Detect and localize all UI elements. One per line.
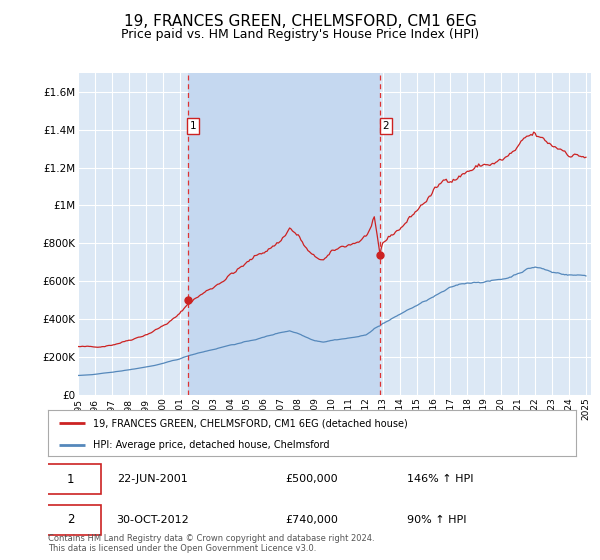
Bar	[188, 73, 380, 395]
Text: 19, FRANCES GREEN, CHELMSFORD, CM1 6EG: 19, FRANCES GREEN, CHELMSFORD, CM1 6EG	[124, 14, 476, 29]
Text: Price paid vs. HM Land Registry's House Price Index (HPI): Price paid vs. HM Land Registry's House …	[121, 28, 479, 41]
Text: 30-OCT-2012: 30-OCT-2012	[116, 515, 190, 525]
Text: £500,000: £500,000	[286, 474, 338, 484]
Text: 146% ↑ HPI: 146% ↑ HPI	[407, 474, 473, 484]
Text: 2: 2	[382, 121, 389, 131]
Text: Contains HM Land Registry data © Crown copyright and database right 2024.
This d: Contains HM Land Registry data © Crown c…	[48, 534, 374, 553]
Text: 22-JUN-2001: 22-JUN-2001	[116, 474, 187, 484]
FancyBboxPatch shape	[40, 464, 101, 494]
Text: 90% ↑ HPI: 90% ↑ HPI	[407, 515, 467, 525]
Text: £740,000: £740,000	[286, 515, 338, 525]
Text: 1: 1	[67, 473, 74, 486]
Text: 19, FRANCES GREEN, CHELMSFORD, CM1 6EG (detached house): 19, FRANCES GREEN, CHELMSFORD, CM1 6EG (…	[93, 418, 407, 428]
Text: 2: 2	[67, 514, 74, 526]
Text: HPI: Average price, detached house, Chelmsford: HPI: Average price, detached house, Chel…	[93, 440, 329, 450]
FancyBboxPatch shape	[40, 505, 101, 535]
Text: 1: 1	[190, 121, 197, 131]
